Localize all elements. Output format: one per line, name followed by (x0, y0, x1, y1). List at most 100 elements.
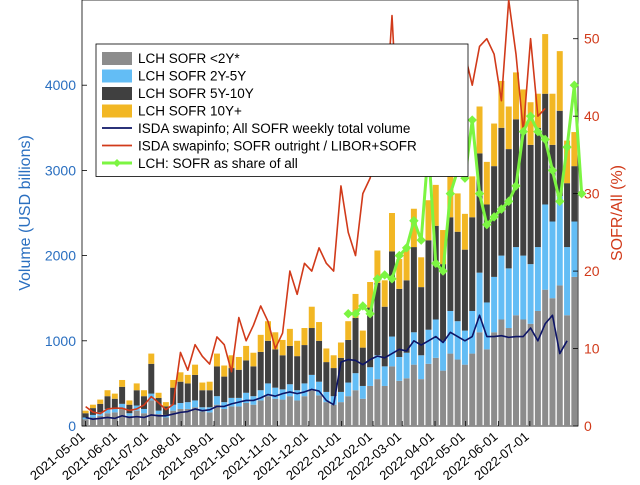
legend-swatch-y10p (102, 104, 132, 118)
marker-lch_share (343, 308, 353, 319)
bar-y10p (425, 200, 432, 241)
bar-y5_10 (367, 307, 374, 368)
bar-lt2y (104, 413, 111, 426)
bar-lt2y (498, 319, 505, 426)
marker-lch_share (489, 212, 499, 222)
bar-y5_10 (133, 390, 140, 406)
bar-y10p (272, 332, 279, 350)
marker-lch_share (525, 111, 536, 121)
bar-y2_5 (286, 384, 293, 397)
bar-y2_5 (272, 387, 279, 399)
bar-y5_10 (250, 366, 257, 397)
bar-y2_5 (556, 195, 563, 286)
bar-y10p (162, 402, 169, 407)
bar-y10p (527, 102, 534, 145)
bar-lt2y (235, 406, 242, 426)
bar-y2_5 (111, 408, 118, 413)
bar-y2_5 (294, 390, 301, 401)
legend-swatch-y2_5 (102, 69, 132, 83)
bar-y10p (206, 381, 213, 391)
bar-y10p (469, 176, 476, 218)
marker-lch_share (474, 188, 485, 199)
bar-y2_5 (228, 397, 235, 407)
bar-y5_10 (286, 345, 293, 385)
bar-lt2y (243, 403, 250, 426)
bar-y5_10 (432, 225, 439, 320)
bar-y10p (126, 400, 133, 405)
marker-lch_share (409, 216, 419, 226)
bar-y10p (498, 80, 505, 128)
ytick-left-label: 4000 (45, 77, 76, 93)
bar-y5_10 (323, 362, 330, 392)
bar-y2_5 (359, 385, 366, 399)
marker-lch_share (365, 308, 375, 319)
bar-y2_5 (265, 383, 271, 397)
bar-y2_5 (301, 383, 308, 397)
bar-y5_10 (155, 397, 162, 411)
bar-y10p (374, 250, 381, 283)
bar-y10p (556, 51, 563, 111)
bar-lt2y (410, 364, 417, 426)
bar-y5_10 (483, 204, 490, 303)
bar-y10p (396, 259, 403, 289)
bar-y5_10 (527, 144, 534, 265)
bar-y2_5 (534, 247, 541, 311)
bar-y5_10 (119, 386, 126, 404)
ytick-left-label: 1000 (45, 333, 76, 349)
bar-y2_5 (374, 355, 381, 380)
bar-y5_10 (498, 127, 505, 256)
bar-lt2y (192, 407, 199, 426)
bar-y5_10 (162, 406, 169, 415)
bar-y10p (359, 330, 366, 348)
bar-y2_5 (177, 403, 184, 409)
bar-lt2y (571, 276, 578, 426)
bar-lt2y (272, 398, 279, 426)
bar-y2_5 (425, 329, 432, 364)
legend-label: ISDA swapinfo; All SOFR weekly total vol… (138, 121, 410, 136)
bar-y5_10 (469, 217, 476, 311)
bar-y10p (440, 230, 447, 265)
bar-y10p (279, 339, 286, 356)
bar-lt2y (425, 363, 432, 426)
bar-lt2y (513, 315, 519, 426)
bar-y2_5 (381, 366, 388, 386)
bar-y10p (133, 383, 140, 391)
marker-lch_share (482, 219, 492, 230)
bar-y10p (549, 93, 556, 145)
legend: LCH SOFR <2Y* LCH SOFR 2Y-5Y LCH SOFR 5Y-1… (95, 43, 469, 177)
legend-marker-lch_share (113, 159, 121, 167)
bar-y10p (286, 328, 293, 346)
marker-lch_share (401, 243, 412, 253)
bar-y2_5 (184, 402, 191, 409)
ytick-right-label: 10 (584, 341, 600, 357)
bar-y5_10 (308, 328, 315, 375)
bar-lt2y (97, 415, 104, 426)
bar-y10p (461, 213, 468, 250)
legend-label: LCH SOFR 2Y-5Y (138, 69, 246, 84)
ytick-left-label: 0 (68, 418, 76, 434)
marker-lch_share (503, 196, 514, 207)
bar-y5_10 (403, 280, 410, 353)
bar-y10p (454, 193, 461, 232)
bar-y10p (337, 342, 344, 358)
bar-y2_5 (170, 404, 177, 411)
bar-y2_5 (491, 276, 498, 333)
bar-y2_5 (367, 367, 374, 386)
bar-y10p (199, 382, 206, 391)
marker-lch_share (416, 235, 426, 245)
bar-y10p (265, 321, 271, 341)
bar-y2_5 (337, 391, 344, 403)
bar-y2_5 (542, 204, 549, 290)
bar-y5_10 (396, 288, 403, 357)
bar-lt2y (308, 390, 315, 426)
bar-lt2y (542, 289, 549, 426)
bar-y2_5 (527, 264, 534, 324)
bar-y2_5 (279, 389, 286, 400)
bar-lt2y (286, 396, 293, 426)
bar-y10p (257, 334, 264, 352)
y-axis-left-title: Volume (USD billions) (17, 135, 34, 291)
bar-y10p (564, 140, 571, 184)
bar-y10p (221, 365, 228, 377)
bar-lt2y (265, 396, 271, 426)
bar-y10p (330, 355, 337, 369)
